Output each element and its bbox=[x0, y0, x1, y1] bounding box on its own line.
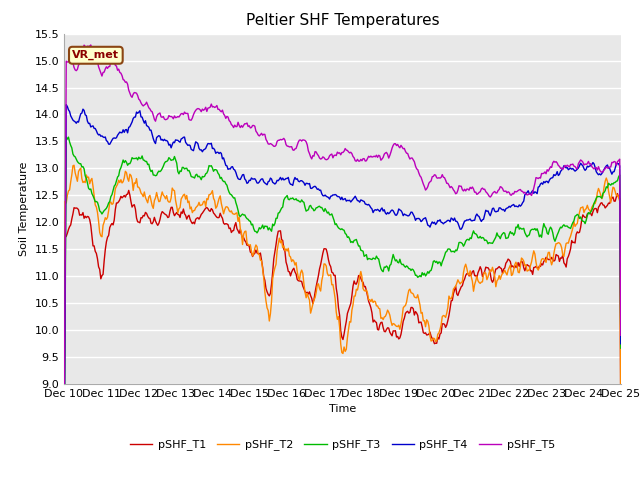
pSHF_T2 bbox=[329, 282, 337, 288]
pSHF_T4 bbox=[329, 192, 337, 198]
pSHF_T3 bbox=[329, 214, 337, 220]
pSHF_T5 bbox=[518, 188, 525, 194]
Title: Peltier SHF Temperatures: Peltier SHF Temperatures bbox=[246, 13, 439, 28]
pSHF_T5 bbox=[329, 155, 337, 161]
pSHF_T3 bbox=[518, 226, 525, 232]
pSHF_T4 bbox=[326, 196, 333, 202]
pSHF_T2 bbox=[60, 424, 68, 430]
pSHF_T2 bbox=[326, 272, 333, 278]
pSHF_T5 bbox=[326, 153, 333, 159]
pSHF_T1 bbox=[362, 288, 370, 293]
Y-axis label: Soil Temperature: Soil Temperature bbox=[19, 162, 29, 256]
Line: pSHF_T1: pSHF_T1 bbox=[64, 191, 621, 448]
Line: pSHF_T2: pSHF_T2 bbox=[64, 165, 621, 427]
pSHF_T2 bbox=[362, 287, 370, 293]
pSHF_T4 bbox=[617, 341, 625, 347]
pSHF_T2 bbox=[518, 255, 525, 261]
pSHF_T1 bbox=[326, 262, 333, 267]
pSHF_T3 bbox=[605, 180, 612, 186]
pSHF_T1 bbox=[518, 258, 525, 264]
pSHF_T5 bbox=[617, 333, 625, 338]
X-axis label: Time: Time bbox=[329, 405, 356, 414]
pSHF_T1 bbox=[393, 334, 401, 340]
pSHF_T1 bbox=[329, 270, 337, 276]
pSHF_T2 bbox=[617, 421, 625, 427]
pSHF_T3 bbox=[62, 134, 70, 140]
pSHF_T2 bbox=[393, 324, 401, 329]
pSHF_T5 bbox=[393, 143, 401, 148]
pSHF_T2 bbox=[605, 188, 612, 194]
pSHF_T3 bbox=[393, 257, 401, 263]
Line: pSHF_T4: pSHF_T4 bbox=[64, 105, 621, 480]
Line: pSHF_T5: pSHF_T5 bbox=[64, 45, 621, 465]
pSHF_T3 bbox=[617, 345, 625, 351]
pSHF_T4 bbox=[62, 102, 70, 108]
Line: pSHF_T3: pSHF_T3 bbox=[64, 137, 621, 480]
pSHF_T4 bbox=[605, 165, 612, 171]
pSHF_T1 bbox=[605, 200, 612, 206]
pSHF_T3 bbox=[326, 212, 333, 217]
pSHF_T1 bbox=[125, 188, 132, 193]
pSHF_T4 bbox=[362, 202, 370, 207]
pSHF_T1 bbox=[60, 445, 68, 451]
pSHF_T5 bbox=[605, 165, 612, 171]
Text: VR_met: VR_met bbox=[72, 50, 119, 60]
pSHF_T5 bbox=[60, 462, 68, 468]
pSHF_T4 bbox=[393, 212, 401, 218]
pSHF_T5 bbox=[87, 42, 95, 48]
pSHF_T3 bbox=[362, 252, 370, 258]
pSHF_T1 bbox=[617, 420, 625, 425]
Legend: pSHF_T1, pSHF_T2, pSHF_T3, pSHF_T4, pSHF_T5: pSHF_T1, pSHF_T2, pSHF_T3, pSHF_T4, pSHF… bbox=[125, 435, 559, 455]
pSHF_T4 bbox=[518, 202, 525, 208]
pSHF_T2 bbox=[70, 162, 78, 168]
pSHF_T5 bbox=[362, 158, 370, 164]
